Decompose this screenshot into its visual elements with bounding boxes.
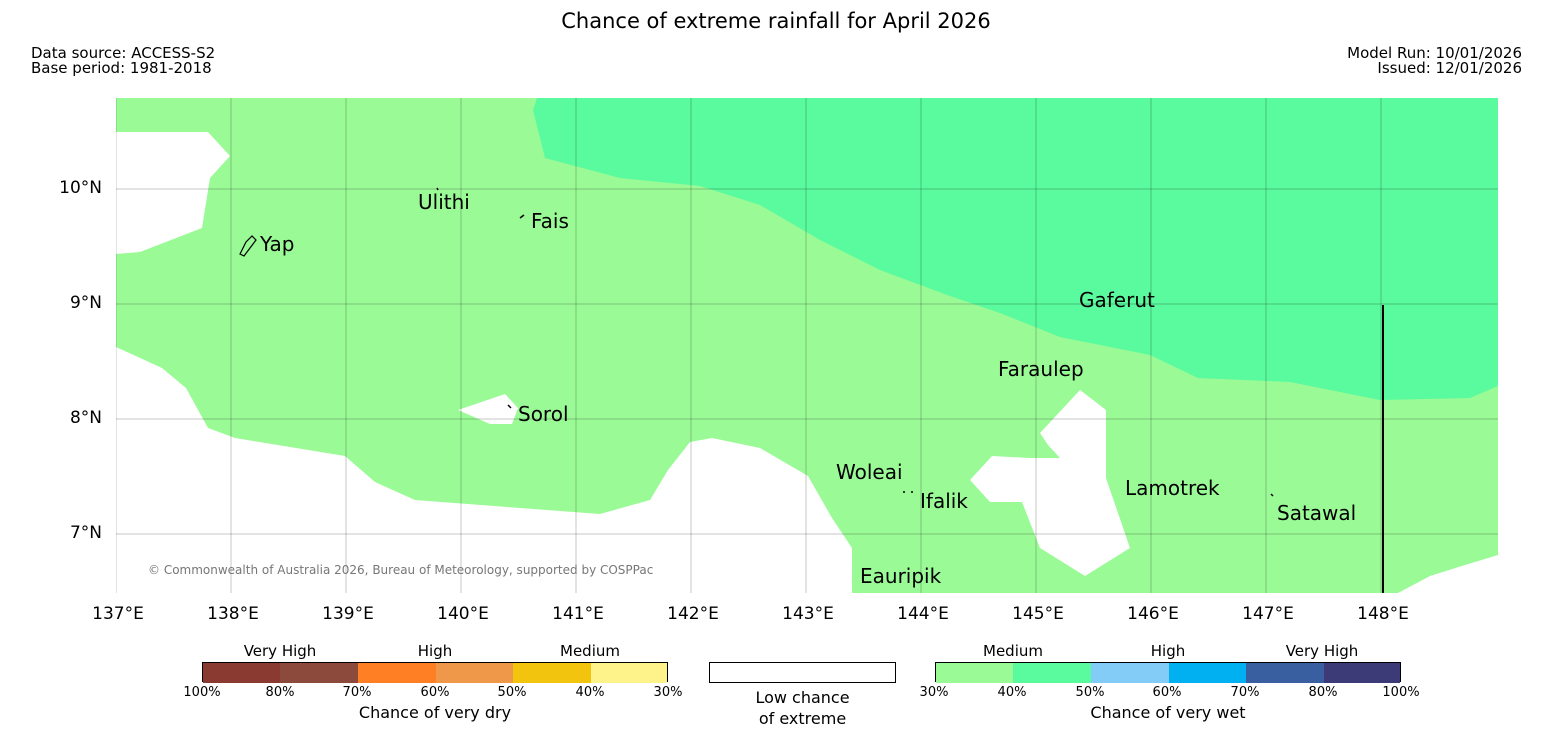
place-yap: Yap bbox=[260, 232, 295, 256]
lon-label-142e: 142°E bbox=[667, 604, 719, 624]
wet-tick-60: 60% bbox=[1152, 685, 1182, 700]
low-region-east bbox=[970, 390, 1130, 576]
lon-label-147e: 147°E bbox=[1242, 604, 1294, 624]
place-woleai: Woleai bbox=[836, 460, 903, 484]
wet-head-very-high: Very High bbox=[1285, 642, 1359, 660]
map-title: Chance of extreme rainfall for April 202… bbox=[561, 9, 991, 33]
low-chance-caption-2: of extreme bbox=[758, 709, 847, 728]
dry-swatch-2 bbox=[280, 663, 358, 683]
low-region-sorol bbox=[458, 394, 518, 424]
dry-tick-70: 70% bbox=[342, 685, 372, 700]
wet-tick-40: 40% bbox=[997, 685, 1027, 700]
dry-head-high: High bbox=[417, 642, 453, 660]
place-ifalik: Ifalik bbox=[920, 489, 968, 513]
dry-swatch-3 bbox=[358, 663, 436, 683]
place-fais: Fais bbox=[531, 209, 569, 233]
lat-label-10n: 10°N bbox=[59, 178, 102, 198]
wet-tick-80: 80% bbox=[1308, 685, 1338, 700]
dry-caption: Chance of very dry bbox=[358, 703, 512, 722]
data-source: Data source: ACCESS-S2 bbox=[31, 44, 216, 62]
dry-tick-50: 50% bbox=[497, 685, 527, 700]
place-faraulep: Faraulep bbox=[998, 357, 1084, 381]
lon-label-139e: 139°E bbox=[322, 604, 374, 624]
wet-swatch-2 bbox=[1013, 663, 1091, 683]
place-eauripik: Eauripik bbox=[860, 564, 942, 588]
dry-tick-60: 60% bbox=[420, 685, 450, 700]
issued-date: Issued: 12/01/2026 bbox=[1377, 59, 1522, 77]
place-ulithi: Ulithi bbox=[418, 190, 470, 214]
dry-swatch-4 bbox=[436, 663, 513, 683]
lon-label-137e: 137°E bbox=[92, 604, 144, 624]
place-lamotrek: Lamotrek bbox=[1125, 476, 1220, 500]
place-satawal: Satawal bbox=[1277, 501, 1357, 525]
wet-tick-70: 70% bbox=[1230, 685, 1260, 700]
place-gaferut: Gaferut bbox=[1079, 288, 1155, 312]
dry-tick-100: 100% bbox=[183, 685, 221, 700]
lon-label-145e: 145°E bbox=[1012, 604, 1064, 624]
ulithi-island-icon bbox=[436, 187, 439, 191]
dry-swatch-5 bbox=[513, 663, 591, 683]
copyright-notice: © Commonwealth of Australia 2026, Bureau… bbox=[148, 563, 654, 577]
dry-tick-80: 80% bbox=[265, 685, 295, 700]
low-chance-caption-1: Low chance bbox=[755, 688, 850, 707]
dry-colorbar bbox=[202, 662, 668, 683]
low-region-nw bbox=[116, 132, 230, 254]
lat-label-9n: 9°N bbox=[69, 293, 102, 313]
low-region-se bbox=[1398, 555, 1498, 593]
wet-colorbar bbox=[935, 662, 1401, 683]
wet-swatch-4 bbox=[1169, 663, 1246, 683]
wet-tick-50: 50% bbox=[1075, 685, 1105, 700]
lon-label-143e: 143°E bbox=[782, 604, 834, 624]
dry-swatch-1 bbox=[203, 663, 280, 683]
wet-caption: Chance of very wet bbox=[1090, 703, 1246, 722]
dry-head-medium: Medium bbox=[560, 642, 620, 660]
dry-swatch-6 bbox=[591, 663, 667, 683]
wet-tick-30: 30% bbox=[919, 685, 949, 700]
wet-swatch-5 bbox=[1246, 663, 1324, 683]
wet-head-medium: Medium bbox=[983, 642, 1043, 660]
lat-label-8n: 8°N bbox=[69, 408, 102, 428]
sorol-island-icon bbox=[507, 404, 512, 409]
lon-label-146e: 146°E bbox=[1127, 604, 1179, 624]
satawal-island-icon bbox=[1270, 493, 1274, 497]
place-sorol: Sorol bbox=[518, 402, 569, 426]
dry-tick-30: 30% bbox=[653, 685, 683, 700]
low-region-south bbox=[116, 347, 852, 593]
wet-swatch-1 bbox=[936, 663, 1013, 683]
fais-island-icon bbox=[519, 214, 525, 219]
lon-label-148e: 148°E bbox=[1357, 604, 1409, 624]
yap-island-icon bbox=[239, 235, 257, 257]
base-period: Base period: 1981-2018 bbox=[31, 59, 212, 77]
lat-label-7n: 7°N bbox=[69, 523, 102, 543]
dry-head-very-high: Very High bbox=[243, 642, 317, 660]
wet-swatch-3 bbox=[1091, 663, 1169, 683]
dry-tick-40: 40% bbox=[575, 685, 605, 700]
wet-swatch-6 bbox=[1324, 663, 1400, 683]
model-run: Model Run: 10/01/2026 bbox=[1347, 44, 1522, 62]
lon-label-144e: 144°E bbox=[897, 604, 949, 624]
low-chance-swatch bbox=[709, 662, 896, 683]
lon-label-138e: 138°E bbox=[207, 604, 259, 624]
lon-label-141e: 141°E bbox=[552, 604, 604, 624]
wet-tick-100: 100% bbox=[1382, 685, 1420, 700]
high-wet-region bbox=[533, 98, 1498, 400]
lon-label-140e: 140°E bbox=[437, 604, 489, 624]
wet-head-high: High bbox=[1150, 642, 1186, 660]
